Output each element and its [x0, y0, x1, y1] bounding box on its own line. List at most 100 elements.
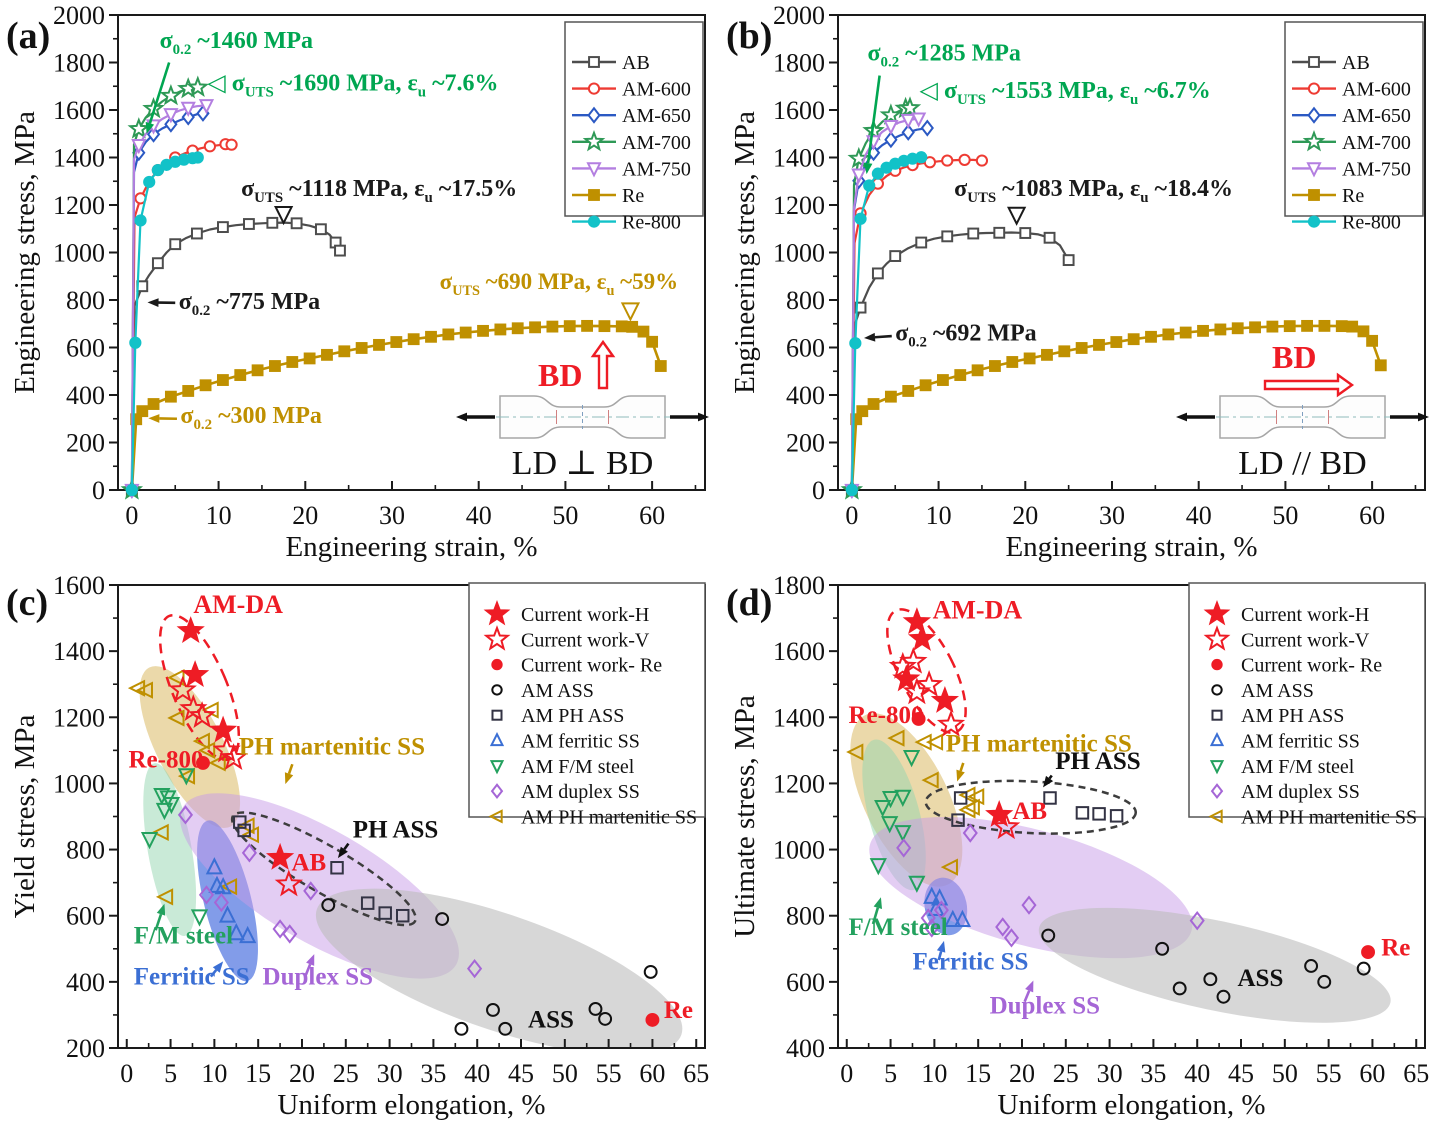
- series-current-work-h: [176, 616, 295, 870]
- legend-item-re: Re: [572, 185, 644, 207]
- marker-di: [467, 958, 483, 979]
- annotation: AM-DA: [933, 596, 1023, 625]
- marker-tu: [214, 876, 232, 895]
- marker-st-f: [176, 616, 205, 644]
- marker-td: [163, 108, 179, 124]
- marker-di: [1210, 783, 1224, 800]
- marker-di: [272, 919, 288, 939]
- annotation-text: σ0.2 ~1460 MPa: [160, 28, 313, 58]
- annotation: Re-800: [129, 747, 204, 774]
- y-tick-label: 200: [66, 1034, 105, 1063]
- marker-ci-f: [134, 214, 147, 227]
- marker-sq-f: [954, 369, 967, 381]
- marker-di: [1307, 106, 1321, 124]
- marker-sq-f: [1023, 352, 1036, 365]
- marker-ci-f: [125, 483, 138, 497]
- annotation: σ0.2 ~1285 MPa: [863, 41, 1021, 175]
- marker-di: [213, 892, 229, 913]
- legend-label: AM PH ASS: [1241, 705, 1344, 727]
- marker-ci: [435, 912, 450, 926]
- marker-di: [241, 843, 257, 863]
- legend-item-am-duplex-ss: AM duplex SS: [490, 781, 640, 803]
- x-tick-label: 40: [1184, 1059, 1210, 1088]
- marker-sq: [1308, 56, 1320, 68]
- x-tick-label: 30: [1099, 501, 1125, 530]
- marker-sq-f: [147, 398, 160, 410]
- marker-ci: [203, 140, 217, 153]
- annotation-text: σ0.2 ~775 MPa: [179, 289, 320, 319]
- x-tick-label: 45: [508, 1059, 534, 1088]
- marker-sq: [951, 813, 965, 827]
- marker-sq: [330, 861, 344, 875]
- annotation-text: ASS: [1238, 965, 1284, 992]
- marker-di: [1003, 928, 1020, 948]
- region-ph-martenitic-ss: [139, 666, 241, 829]
- legend-item-am-f-m-steel: AM F/M steel: [489, 756, 635, 778]
- x-tick-label: 30: [1097, 1059, 1123, 1088]
- marker-di: [177, 805, 194, 825]
- annotation-text: PH ASS: [353, 817, 438, 844]
- annotation-text: Re: [1381, 934, 1410, 961]
- marker-st: [936, 709, 966, 737]
- region-ph-ass: [924, 779, 1137, 835]
- y-tick-label: 1200: [773, 769, 825, 798]
- legend-item-am-ph-ass: AM PH ASS: [491, 705, 624, 727]
- legend-label: Current work-V: [521, 629, 650, 651]
- marker-st: [582, 129, 606, 152]
- x-tick-label: 50: [552, 501, 578, 530]
- annotation-text: σUTS ~690 MPa, εu ~59%: [440, 269, 678, 299]
- marker-ci: [941, 154, 954, 167]
- marker-sq-f: [581, 319, 593, 332]
- panel-tag: (b): [726, 15, 772, 57]
- marker-di: [303, 881, 319, 901]
- x-tick-label: 20: [289, 1059, 315, 1088]
- marker-sq-f: [1145, 330, 1157, 343]
- legend-label: AM ferritic SS: [521, 731, 640, 753]
- marker-sq: [967, 227, 980, 240]
- marker-ci-f: [849, 337, 862, 350]
- marker-st: [186, 75, 210, 98]
- marker-tu: [205, 857, 223, 875]
- marker-tl: [846, 743, 864, 761]
- legend-item-am-duplex-ss: AM duplex SS: [1210, 781, 1360, 803]
- marker-ci: [958, 153, 971, 166]
- x-tick-label: 20: [1012, 501, 1038, 530]
- y-tick-label: 200: [786, 429, 825, 458]
- bd-direction-arrow-right: [1263, 372, 1355, 398]
- marker-ci: [1304, 959, 1319, 973]
- marker-st-f: [908, 624, 937, 651]
- panel-a: 0 10 20 30 40 50 60 0 200 400 600 800 1000 1200 1400 16…: [0, 0, 720, 572]
- marker-st: [888, 651, 917, 679]
- annotation-text: σ0.2 ~692 MPa: [895, 320, 1036, 350]
- x-tick-label: 10: [206, 501, 232, 530]
- y-tick-label: 600: [66, 902, 105, 931]
- axes-ticks: 0 10 20 30 40 50 60020040060080010001200140016…: [773, 1, 1417, 530]
- legend-label: Current work-V: [1241, 629, 1370, 651]
- marker-sq-f: [1357, 325, 1370, 338]
- marker-st: [914, 670, 944, 697]
- legend-item-am-ass: AM ASS: [1211, 680, 1314, 702]
- series-am-ph-martenitic-ss: [846, 729, 985, 876]
- annotation-text: Re-800: [849, 702, 924, 729]
- marker-st: [212, 735, 241, 763]
- marker-sq-f: [1266, 320, 1279, 333]
- marker-tl: [488, 809, 503, 824]
- y-tick-label: 1800: [773, 49, 825, 78]
- marker-st-f: [180, 660, 210, 688]
- marker-di: [896, 838, 912, 858]
- legend-label: AM-650: [622, 105, 691, 127]
- marker-ci-f: [845, 483, 858, 497]
- region-f-m-steel: [143, 763, 197, 936]
- marker-di: [282, 924, 298, 944]
- y-tick-label: 400: [786, 1034, 825, 1063]
- marker-ci-f: [915, 151, 928, 164]
- annotation-text: ◁ σUTS ~1690 MPa, εu ~7.6%: [207, 70, 498, 100]
- x-axis-title: Uniform elongation, %: [277, 1089, 545, 1121]
- legend-item-am-700: AM-700: [572, 129, 691, 154]
- legend-label: Re: [1342, 185, 1364, 207]
- legend-item-am-750: AM-750: [1292, 158, 1411, 180]
- axes-ticks: 0 5 10 15 20 25 30 35 40 45 50 55 60 65 200 400 600 800 10…: [53, 571, 709, 1088]
- marker-di: [920, 119, 934, 137]
- marker-st: [1203, 625, 1231, 651]
- marker-sq: [1043, 791, 1057, 805]
